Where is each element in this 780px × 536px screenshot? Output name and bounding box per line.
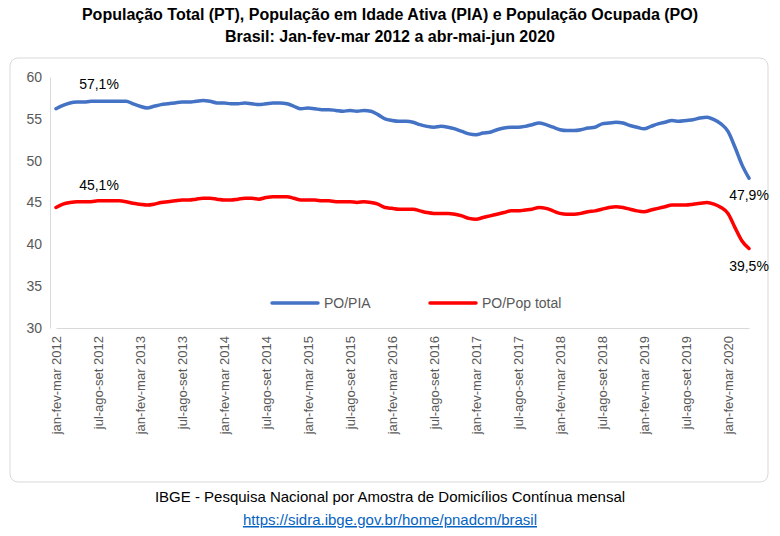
legend: PO/PIA PO/Pop total — [272, 295, 561, 311]
y-tick: 60 — [26, 69, 50, 85]
y-tick: 30 — [26, 320, 50, 336]
x-tick: jul-ago-set 2012 — [91, 328, 106, 430]
x-tick-label: jul-ago-set 2019 — [679, 336, 694, 430]
y-axis: 30 35 40 45 50 55 60 — [26, 69, 50, 336]
x-tick: jul-ago-set 2016 — [427, 328, 442, 430]
data-label: 45,1% — [79, 177, 119, 193]
data-labels: 57,1% 47,9% 45,1% 39,5% — [79, 76, 769, 273]
data-label: 39,5% — [729, 258, 769, 274]
y-tick-label: 45 — [26, 194, 42, 210]
source-text: IBGE - Pesquisa Nacional por Amostra de … — [155, 488, 625, 505]
x-tick: jan-fev-mar 2016 — [385, 328, 400, 435]
x-tick-label: jan-fev-mar 2020 — [721, 336, 736, 435]
y-tick-label: 35 — [26, 278, 42, 294]
x-tick: jul-ago-set 2013 — [175, 328, 190, 430]
x-tick-label: jul-ago-set 2017 — [511, 336, 526, 430]
legend-label: PO/Pop total — [482, 295, 561, 311]
x-tick-label: jan-fev-mar 2013 — [133, 336, 148, 435]
x-tick-label: jul-ago-set 2016 — [427, 336, 442, 430]
y-tick: 35 — [26, 278, 50, 294]
y-tick-label: 55 — [26, 111, 42, 127]
y-axis-line — [50, 78, 51, 329]
x-tick-label: jul-ago-set 2014 — [259, 336, 274, 430]
y-tick: 40 — [26, 236, 50, 252]
legend-label: PO/PIA — [324, 295, 371, 311]
x-tick-label: jan-fev-mar 2019 — [637, 336, 652, 435]
data-label: 47,9% — [729, 187, 769, 203]
x-tick-label: jan-fev-mar 2012 — [49, 336, 64, 435]
x-tick-label: jan-fev-mar 2015 — [301, 336, 316, 435]
source-link: https://sidra.ibge.gov.br/home/pnadcm/br… — [243, 511, 537, 528]
series-line — [56, 197, 749, 249]
x-tick: jan-fev-mar 2014 — [217, 328, 232, 435]
y-tick-label: 40 — [26, 236, 42, 252]
data-label: 57,1% — [79, 76, 119, 92]
legend-swatch — [272, 301, 318, 305]
x-tick-label: jan-fev-mar 2014 — [217, 336, 232, 435]
x-tick-label: jul-ago-set 2015 — [343, 336, 358, 430]
y-tick: 50 — [26, 153, 50, 169]
lines — [56, 100, 749, 248]
y-tick-label: 30 — [26, 320, 42, 336]
x-tick-label: jul-ago-set 2012 — [91, 336, 106, 430]
y-tick-label: 60 — [26, 69, 42, 85]
x-tick: jan-fev-mar 2018 — [553, 328, 568, 435]
x-tick-label: jan-fev-mar 2018 — [553, 336, 568, 435]
chart-frame — [10, 58, 768, 482]
x-axis: jan-fev-mar 2012 jul-ago-set 2012 jan-fev-… — [49, 328, 749, 435]
y-tick-label: 50 — [26, 153, 42, 169]
x-tick-label: jul-ago-set 2013 — [175, 336, 190, 430]
x-tick: jul-ago-set 2019 — [679, 328, 694, 430]
x-tick-label: jan-fev-mar 2016 — [385, 336, 400, 435]
y-tick: 55 — [26, 111, 50, 127]
chart-title: População Total (PT), População em Idade… — [82, 6, 698, 23]
x-tick-label: jan-fev-mar 2017 — [469, 336, 484, 435]
y-tick: 45 — [26, 194, 50, 210]
x-tick: jul-ago-set 2015 — [343, 328, 358, 430]
chart-subtitle: Brasil: Jan-fev-mar 2012 a abr-mai-jun 2… — [225, 28, 555, 45]
legend-item: PO/Pop total — [430, 295, 561, 311]
x-tick: jan-fev-mar 2019 — [637, 328, 652, 435]
x-tick-label: jul-ago-set 2018 — [595, 336, 610, 430]
legend-item: PO/PIA — [272, 295, 371, 311]
x-tick: jul-ago-set 2014 — [259, 328, 274, 430]
x-tick: jul-ago-set 2017 — [511, 328, 526, 430]
chart-svg: População Total (PT), População em Idade… — [0, 0, 780, 536]
x-tick: jan-fev-mar 2015 — [301, 328, 316, 435]
x-axis-line — [57, 328, 750, 329]
series-line — [56, 100, 749, 178]
x-tick: jan-fev-mar 2013 — [133, 328, 148, 435]
x-tick: jan-fev-mar 2020 — [721, 328, 736, 435]
x-tick: jul-ago-set 2018 — [595, 328, 610, 430]
legend-swatch — [430, 301, 476, 305]
x-tick: jan-fev-mar 2012 — [49, 328, 64, 435]
x-tick: jan-fev-mar 2017 — [469, 328, 484, 435]
